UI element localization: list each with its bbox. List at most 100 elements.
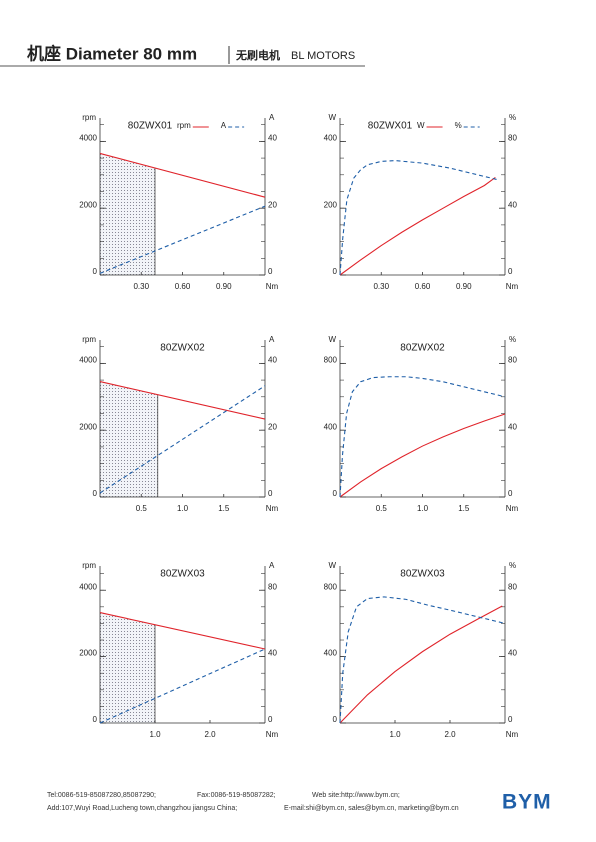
x-tick-label: 0.60	[415, 282, 431, 291]
y2-tick-label: 40	[268, 649, 277, 658]
series-line	[99, 381, 266, 420]
y-axis-label: rpm	[82, 113, 96, 122]
y2-axis-label: %	[509, 113, 516, 122]
y-tick-label: 2000	[79, 422, 97, 431]
footer-tel: Tel:0086-519-85087280,85087290;	[47, 792, 156, 799]
chart-title: 80ZWX02	[160, 343, 205, 354]
y-tick-label: 2000	[79, 200, 97, 209]
footer-fax: Fax:0086-519-85087282;	[197, 792, 276, 799]
y-tick-label: 400	[324, 422, 338, 431]
y-tick-label: 400	[324, 649, 338, 658]
y-tick-label: 800	[324, 355, 338, 364]
x-axis-label: Nm	[266, 504, 279, 513]
x-tick-label: 1.5	[458, 504, 470, 513]
y2-tick-label: 0	[508, 715, 513, 724]
series-line	[339, 413, 506, 498]
y-tick-label: 0	[333, 267, 338, 276]
series-line	[99, 152, 266, 198]
legend-label: W	[417, 121, 425, 130]
rated-zone	[100, 153, 155, 275]
header-subtitle-en: BL MOTORS	[291, 50, 355, 62]
series-line	[99, 612, 266, 650]
y-tick-label: 2000	[79, 649, 97, 658]
y-tick-label: 800	[324, 582, 338, 591]
y-axis-label: rpm	[82, 561, 96, 570]
y2-tick-label: 0	[508, 489, 513, 498]
x-tick-label: 2.0	[444, 730, 456, 739]
y2-axis-label: %	[509, 561, 516, 570]
x-axis-label: Nm	[506, 504, 519, 513]
y2-tick-label: 0	[268, 715, 273, 724]
series-line	[339, 596, 506, 724]
rated-zone	[100, 381, 158, 497]
y2-tick-label: 80	[508, 582, 517, 591]
y2-tick-label: 40	[268, 133, 277, 142]
chart-title: 80ZWX03	[160, 569, 205, 580]
x-tick-label: 0.5	[376, 504, 388, 513]
x-axis-label: Nm	[266, 730, 279, 739]
chart-title: 80ZWX03	[400, 569, 445, 580]
footer-email: E-mail:shi@bym.cn, sales@bym.cn, marketi…	[284, 805, 459, 812]
chart-title: 80ZWX01	[128, 121, 173, 132]
x-tick-label: 0.5	[136, 504, 148, 513]
x-tick-label: 1.0	[389, 730, 401, 739]
y-tick-label: 4000	[79, 582, 97, 591]
y2-tick-label: 80	[508, 133, 517, 142]
y2-tick-label: 0	[508, 267, 513, 276]
x-axis-label: Nm	[506, 730, 519, 739]
x-tick-label: 1.0	[177, 504, 189, 513]
x-axis-label: Nm	[506, 282, 519, 291]
y2-tick-label: 20	[268, 422, 277, 431]
legend-label: %	[455, 121, 462, 130]
series-line	[99, 205, 266, 274]
series-line	[339, 160, 499, 276]
x-axis-label: Nm	[266, 282, 279, 291]
y-tick-label: 200	[324, 200, 338, 209]
x-tick-label: 0.30	[133, 282, 149, 291]
x-tick-label: 1.0	[417, 504, 429, 513]
y2-tick-label: 80	[508, 355, 517, 364]
y2-tick-label: 40	[508, 649, 517, 658]
series-line	[99, 385, 266, 494]
footer-address: Add:107,Wuyi Road,Lucheng town,changzhou…	[47, 805, 237, 812]
y2-axis-label: A	[269, 335, 275, 344]
header-title: 机座 Diameter 80 mm	[27, 43, 197, 63]
y-axis-label: W	[328, 335, 336, 344]
y-tick-label: 0	[333, 489, 338, 498]
footer-web: Web site:http://www.bym.cn;	[312, 792, 400, 799]
series-line	[339, 605, 503, 724]
x-tick-label: 0.30	[373, 282, 389, 291]
y2-tick-label: 40	[508, 200, 517, 209]
x-tick-label: 1.0	[149, 730, 161, 739]
series-line	[339, 376, 506, 498]
logo: BYM	[502, 791, 552, 814]
x-tick-label: 1.5	[218, 504, 230, 513]
x-tick-label: 2.0	[204, 730, 216, 739]
y-tick-label: 0	[93, 489, 98, 498]
x-tick-label: 0.60	[175, 282, 191, 291]
series-line	[99, 648, 266, 724]
header-subtitle-cn: 无刷电机	[235, 48, 280, 62]
y2-tick-label: 20	[268, 200, 277, 209]
chart-title: 80ZWX01	[368, 121, 413, 132]
y2-axis-label: %	[509, 335, 516, 344]
y2-tick-label: 40	[268, 355, 277, 364]
x-tick-label: 0.90	[216, 282, 232, 291]
y2-tick-label: 0	[268, 489, 273, 498]
y2-tick-label: 0	[268, 267, 273, 276]
y2-tick-label: 40	[508, 422, 517, 431]
legend-label: rpm	[177, 121, 191, 130]
series-line	[339, 177, 496, 276]
y-tick-label: 0	[93, 715, 98, 724]
chart-title: 80ZWX02	[400, 343, 445, 354]
y2-axis-label: A	[269, 561, 275, 570]
y-axis-label: rpm	[82, 335, 96, 344]
y-tick-label: 400	[324, 133, 338, 142]
y-axis-label: W	[328, 561, 336, 570]
rated-zone	[100, 612, 155, 723]
y-tick-label: 4000	[79, 355, 97, 364]
x-tick-label: 0.90	[456, 282, 472, 291]
y-tick-label: 0	[93, 267, 98, 276]
legend-label: A	[221, 121, 227, 130]
y-axis-label: W	[328, 113, 336, 122]
